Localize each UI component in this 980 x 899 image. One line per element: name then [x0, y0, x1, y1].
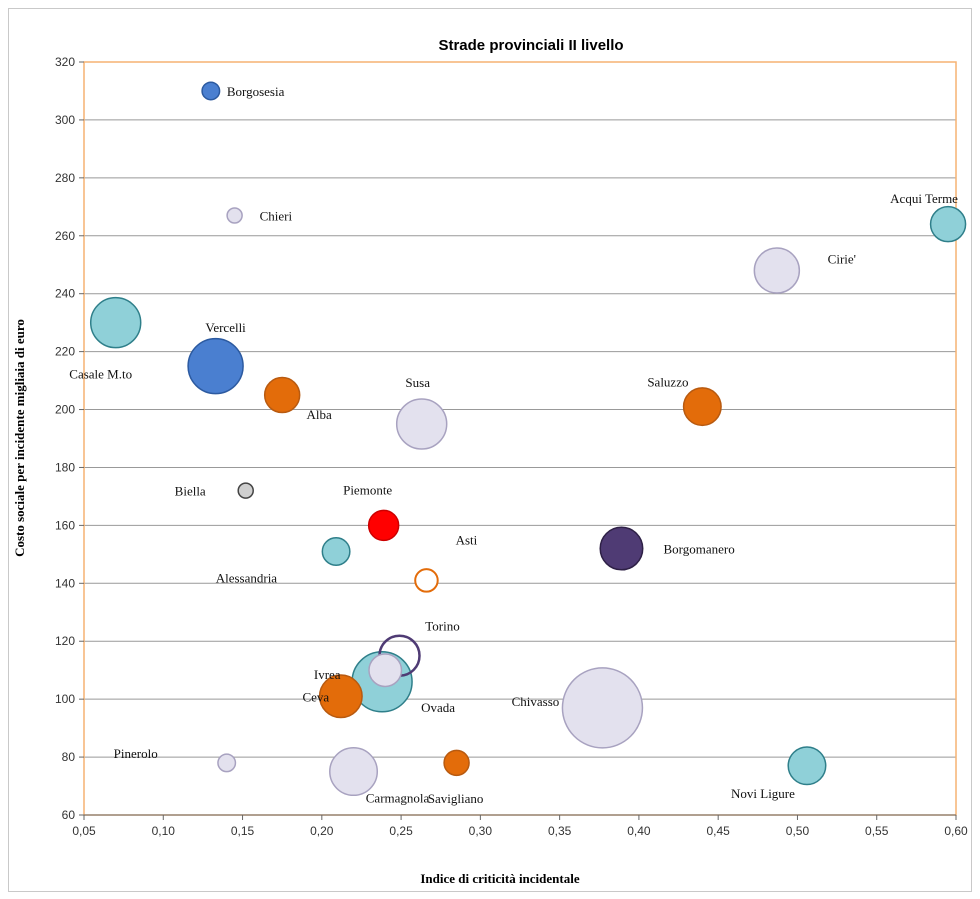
y-tick-label: 260 — [55, 229, 75, 243]
bubble-casale-m-to — [89, 296, 142, 349]
x-tick-label: 0,45 — [707, 824, 731, 838]
label-casale-m-to: Casale M.to — [69, 367, 132, 382]
chart-title: Strade provinciali II livello — [438, 37, 623, 54]
label-torino: Torino — [425, 619, 459, 634]
label-savigliano: Savigliano — [428, 791, 484, 806]
label-biella: Biella — [175, 484, 206, 499]
bubble-novi-ligure — [787, 746, 827, 786]
label-novi-ligure: Novi Ligure — [731, 786, 795, 801]
bubble-borgosesia — [201, 81, 221, 101]
x-tick-label: 0,50 — [786, 824, 810, 838]
y-tick-label: 100 — [55, 692, 75, 706]
x-tick-label: 0,60 — [944, 824, 968, 838]
x-tick-label: 0,10 — [152, 824, 176, 838]
bubble-alba — [263, 376, 301, 414]
label-ceva: Ceva — [302, 689, 329, 704]
y-tick-label: 320 — [55, 55, 75, 69]
point-labels: Borgosesia Chieri Acqui Terme Cirie' Casale … — [69, 84, 958, 806]
label-pinerolo: Pinerolo — [114, 746, 158, 761]
bubble-cirie — [753, 247, 801, 294]
label-alba: Alba — [307, 407, 333, 422]
y-tick-label: 240 — [55, 287, 75, 301]
x-tick-label: 0,35 — [548, 824, 572, 838]
bubble-savigliano — [443, 749, 470, 777]
chart-frame — [8, 8, 972, 892]
label-borgosesia: Borgosesia — [227, 84, 285, 99]
label-asti: Asti — [456, 532, 478, 547]
x-tick-label: 0,25 — [389, 824, 413, 838]
bubble-vercelli — [187, 337, 244, 395]
label-carmagnola: Carmagnola — [366, 791, 430, 806]
label-saluzzo: Saluzzo — [647, 375, 688, 390]
y-tick-label: 80 — [62, 750, 76, 764]
label-piemonte: Piemonte — [343, 482, 392, 497]
y-tick-label: 60 — [62, 808, 76, 822]
label-alessandria: Alessandria — [216, 570, 278, 585]
bubble-susa — [395, 398, 448, 450]
y-tick-label: 220 — [55, 345, 75, 359]
bubble-alessandria — [321, 536, 351, 566]
x-tick-label: 0,20 — [310, 824, 334, 838]
label-chivasso: Chivasso — [512, 694, 560, 709]
label-cirie: Cirie' — [828, 252, 856, 267]
y-tick-label: 140 — [55, 576, 75, 590]
bubbles — [89, 81, 967, 797]
bubble-carmagnola — [329, 747, 379, 797]
label-chieri: Chieri — [260, 208, 293, 223]
bubble-acqui-terme — [929, 205, 967, 243]
y-axis-ticks: 60 80 100 120 140 160 180 200 220 240 260 280 300 320 — [55, 55, 84, 822]
bubble-saluzzo — [682, 387, 722, 427]
bubble-ceva — [318, 674, 363, 719]
bubble-chieri — [226, 207, 243, 224]
y-axis-label: Costo sociale per incidente migliaia di … — [12, 319, 27, 557]
label-ovada: Ovada — [421, 700, 455, 715]
label-acqui-terme: Acqui Terme — [890, 191, 958, 206]
bubble-borgomanero — [599, 526, 644, 571]
x-tick-label: 0,40 — [627, 824, 651, 838]
y-tick-label: 200 — [55, 403, 75, 417]
bubble-pinerolo — [217, 753, 237, 773]
x-tick-label: 0,05 — [72, 824, 96, 838]
label-ivrea: Ivrea — [314, 667, 341, 682]
label-susa: Susa — [405, 375, 430, 390]
x-tick-label: 0,30 — [469, 824, 493, 838]
y-tick-label: 160 — [55, 518, 75, 532]
bubble-ivrea — [368, 653, 403, 688]
label-borgomanero: Borgomanero — [663, 542, 734, 557]
x-axis-ticks: 0,05 0,10 0,15 0,20 0,25 0,30 0,35 0,40 0,45 0,50… — [72, 814, 968, 838]
x-axis-label: Indice di criticità incidentale — [420, 871, 579, 886]
x-tick-label: 0,55 — [865, 824, 889, 838]
y-tick-label: 120 — [55, 634, 75, 648]
bubble-piemonte — [367, 509, 400, 542]
bubble-asti — [414, 568, 439, 593]
label-vercelli: Vercelli — [205, 320, 246, 335]
bubble-chivasso — [561, 667, 644, 749]
y-tick-label: 280 — [55, 171, 75, 185]
y-tick-label: 300 — [55, 113, 75, 127]
x-tick-label: 0,15 — [231, 824, 255, 838]
y-tick-label: 180 — [55, 460, 75, 474]
bubble-biella — [237, 482, 254, 499]
